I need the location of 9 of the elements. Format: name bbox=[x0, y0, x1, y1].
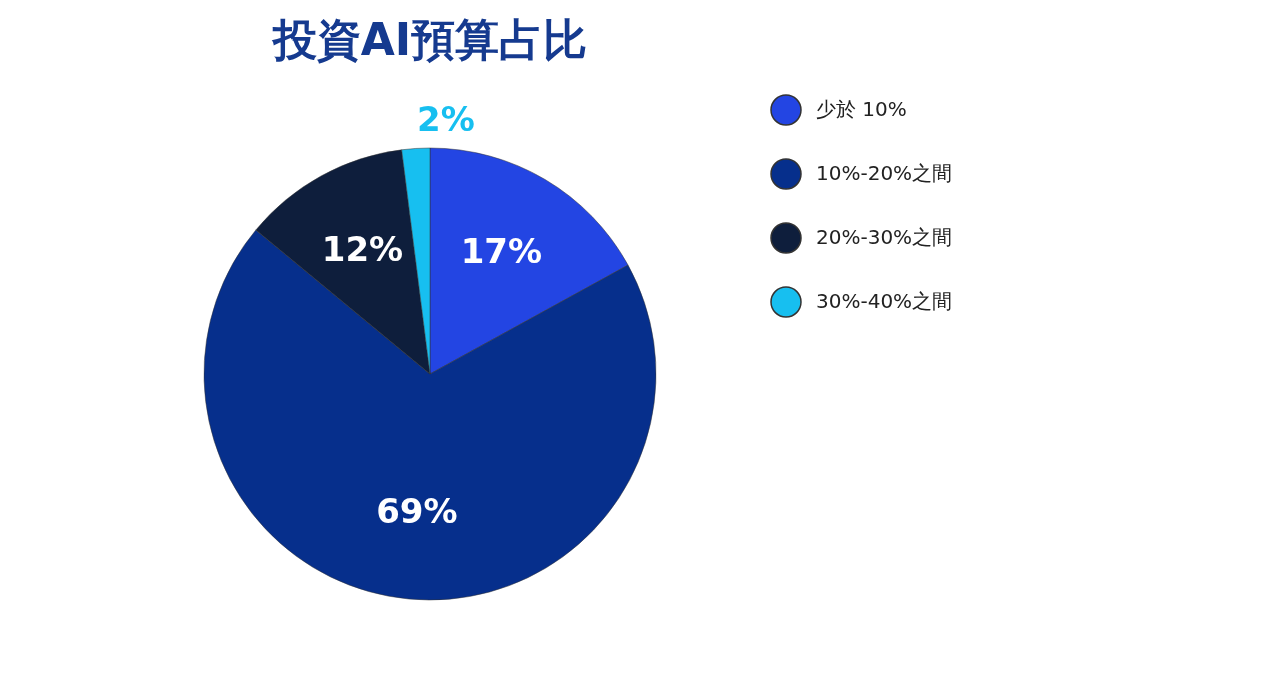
legend-label: 30%-40%之間 bbox=[816, 289, 953, 313]
chart-title: 投資AI預算占比 bbox=[270, 14, 588, 65]
legend-label: 20%-30%之間 bbox=[816, 225, 953, 249]
data-label: 2% bbox=[417, 98, 475, 139]
data-label: 17% bbox=[460, 231, 543, 272]
data-label: 12% bbox=[321, 229, 404, 270]
data-label: 69% bbox=[376, 491, 458, 532]
legend-label: 少於 10% bbox=[816, 97, 907, 121]
legend-label: 10%-20%之間 bbox=[816, 161, 953, 185]
